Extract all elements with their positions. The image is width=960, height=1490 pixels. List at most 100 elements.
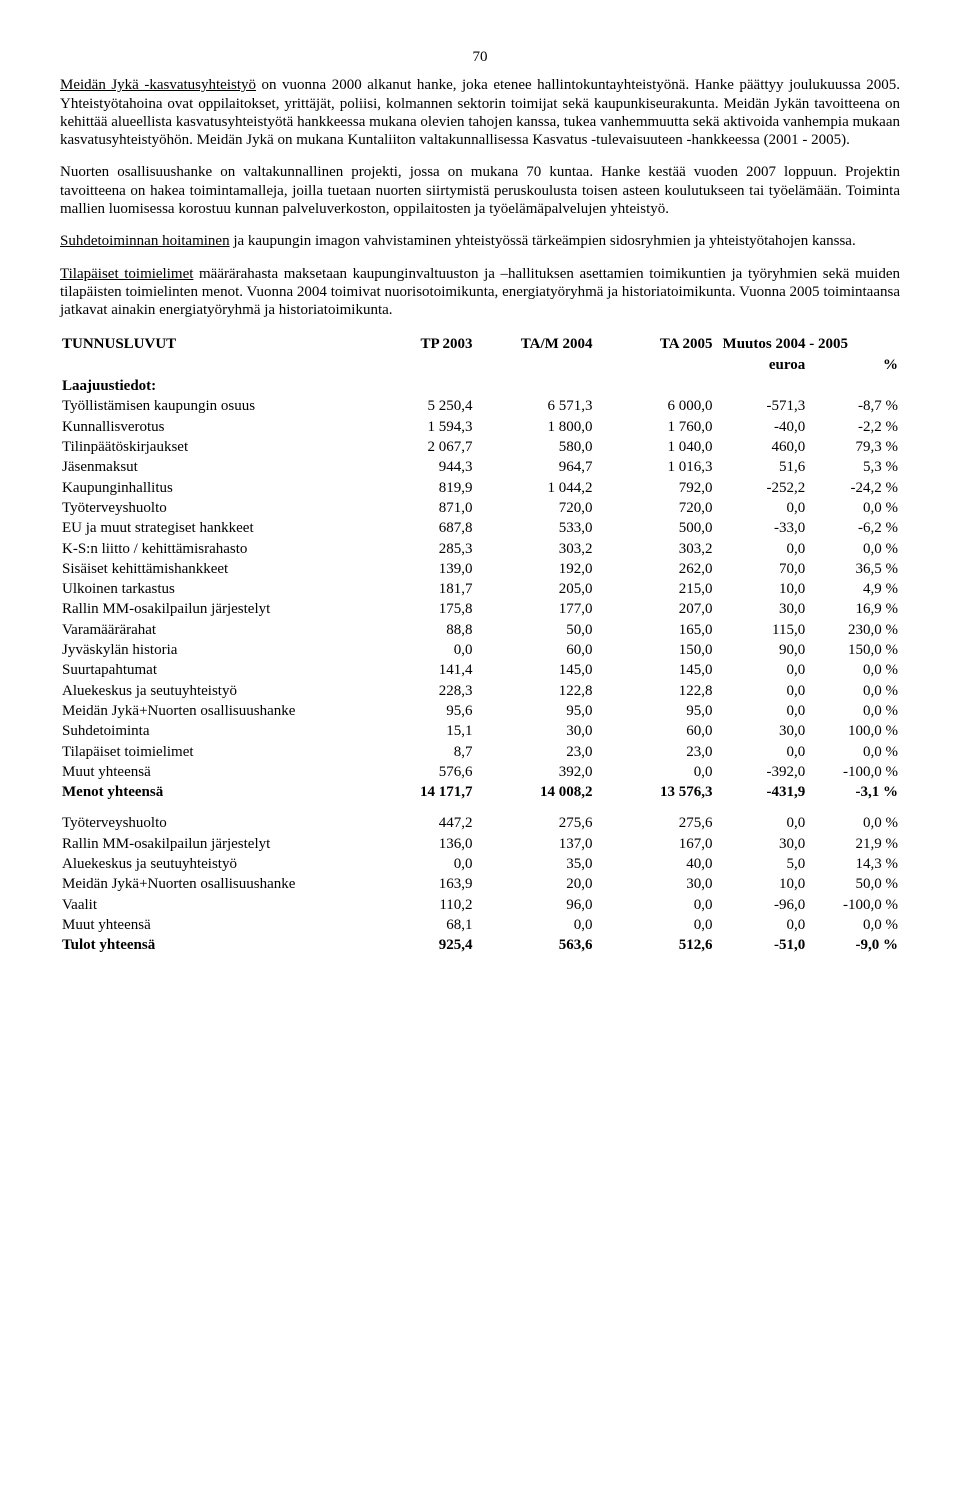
row-value: 88,8 (365, 620, 474, 640)
row-value: 392,0 (475, 762, 595, 782)
row-value: 1 016,3 (595, 457, 715, 477)
table-row: Sisäiset kehittämishankkeet139,0192,0262… (60, 559, 900, 579)
row-label: Sisäiset kehittämishankkeet (60, 559, 365, 579)
row-label: EU ja muut strategiset hankkeet (60, 518, 365, 538)
row-value: 1 044,2 (475, 478, 595, 498)
row-value: 30,0 (595, 874, 715, 894)
total-a-v0: 14 171,7 (365, 782, 474, 802)
row-value: 0,0 (475, 915, 595, 935)
row-value: 275,6 (595, 802, 715, 833)
row-value: 0,0 (715, 539, 808, 559)
row-label: K-S:n liitto / kehittämisrahasto (60, 539, 365, 559)
table-row: Jyväskylän historia0,060,0150,090,0150,0… (60, 640, 900, 660)
row-value: 1 040,0 (595, 437, 715, 457)
row-value: 1 594,3 (365, 417, 474, 437)
row-value: 0,0 (715, 915, 808, 935)
row-value: 150,0 (595, 640, 715, 660)
row-value: 576,6 (365, 762, 474, 782)
row-value: 40,0 (595, 854, 715, 874)
row-value: 1 800,0 (475, 417, 595, 437)
row-value: 285,3 (365, 539, 474, 559)
page-number: 70 (60, 48, 900, 66)
row-value: 720,0 (595, 498, 715, 518)
row-value: 580,0 (475, 437, 595, 457)
row-value: 0,0 (365, 854, 474, 874)
row-value: -100,0 % (807, 895, 900, 915)
row-value: 177,0 (475, 599, 595, 619)
row-value: 122,8 (595, 681, 715, 701)
row-value: 21,9 % (807, 834, 900, 854)
table-row: K-S:n liitto / kehittämisrahasto285,3 303… (60, 539, 900, 559)
row-label: Muut yhteensä (60, 915, 365, 935)
row-value: 447,2 (365, 802, 474, 833)
row-label: Työterveyshuolto (60, 498, 365, 518)
section-a-label-row: Laajuustiedot: (60, 376, 900, 396)
total-a-v3: -431,9 (715, 782, 808, 802)
row-value: 90,0 (715, 640, 808, 660)
row-value: 0,0 (595, 895, 715, 915)
row-value: 35,0 (475, 854, 595, 874)
para4-lead: Tilapäiset toimielimet (60, 266, 193, 282)
header-c4: euroa (715, 355, 808, 376)
row-value: 964,7 (475, 457, 595, 477)
row-value: 150,0 % (807, 640, 900, 660)
row-label: Tilinpäätöskirjaukset (60, 437, 365, 457)
table-row: Aluekeskus ja seutuyhteistyö228,3122,812… (60, 681, 900, 701)
row-value: 20,0 (475, 874, 595, 894)
total-a-v4: -3,1 % (807, 782, 900, 802)
total-b-v2: 512,6 (595, 935, 715, 955)
row-value: 4,9 % (807, 579, 900, 599)
row-value: 110,2 (365, 895, 474, 915)
row-value: 30,0 (715, 721, 808, 741)
row-value: 163,9 (365, 874, 474, 894)
row-label: Suurtapahtumat (60, 660, 365, 680)
row-label: Jäsenmaksut (60, 457, 365, 477)
table-row: Muut yhteensä576,6392,00,0-392,0-100,0 % (60, 762, 900, 782)
row-value: 303,2 (595, 539, 715, 559)
row-value: -252,2 (715, 478, 808, 498)
row-value: 500,0 (595, 518, 715, 538)
table-row: Rallin MM-osakilpailun järjestelyt136,01… (60, 834, 900, 854)
row-value: 95,6 (365, 701, 474, 721)
row-value: 5,0 (715, 854, 808, 874)
row-value: 228,3 (365, 681, 474, 701)
row-label: Työllistämisen kaupungin osuus (60, 396, 365, 416)
row-value: 10,0 (715, 874, 808, 894)
row-value: 687,8 (365, 518, 474, 538)
row-value: 0,0 % (807, 660, 900, 680)
row-value: 819,9 (365, 478, 474, 498)
row-value: 792,0 (595, 478, 715, 498)
row-value: 0,0 (715, 681, 808, 701)
row-value: -33,0 (715, 518, 808, 538)
header-c5: % (807, 355, 900, 376)
row-value: 145,0 (475, 660, 595, 680)
row-value: -2,2 % (807, 417, 900, 437)
header-c45: Muutos 2004 - 2005 (715, 334, 900, 355)
para3-lead: Suhdetoiminnan hoitaminen (60, 233, 230, 249)
row-value: 96,0 (475, 895, 595, 915)
table-header-row-1: TUNNUSLUVUT TP 2003 TA/M 2004 TA 2005 Mu… (60, 334, 900, 355)
row-value: 50,0 (475, 620, 595, 640)
table-row: Muut yhteensä68,10,00,00,00,0 % (60, 915, 900, 935)
total-b-v4: -9,0 % (807, 935, 900, 955)
row-value: 0,0 (715, 802, 808, 833)
row-value: 0,0 (715, 660, 808, 680)
total-b-v0: 925,4 (365, 935, 474, 955)
tunnusluvut-table: TUNNUSLUVUT TP 2003 TA/M 2004 TA 2005 Mu… (60, 334, 900, 956)
row-value: -100,0 % (807, 762, 900, 782)
row-label: Meidän Jykä+Nuorten osallisuushanke (60, 874, 365, 894)
row-value: 230,0 % (807, 620, 900, 640)
row-value: 23,0 (595, 742, 715, 762)
row-value: -40,0 (715, 417, 808, 437)
table-row: Tilapäiset toimielimet8,723,023,00,00,0 … (60, 742, 900, 762)
row-label: Vaalit (60, 895, 365, 915)
table-row: Ulkoinen tarkastus181,7205,0215,010,04,9… (60, 579, 900, 599)
row-label: Jyväskylän historia (60, 640, 365, 660)
paragraph-2: Nuorten osallisuushanke on valtakunnalli… (60, 163, 900, 218)
row-value: 68,1 (365, 915, 474, 935)
row-value: 262,0 (595, 559, 715, 579)
table-row: Meidän Jykä+Nuorten osallisuushanke95,69… (60, 701, 900, 721)
row-value: 60,0 (595, 721, 715, 741)
row-value: -96,0 (715, 895, 808, 915)
row-value: 137,0 (475, 834, 595, 854)
